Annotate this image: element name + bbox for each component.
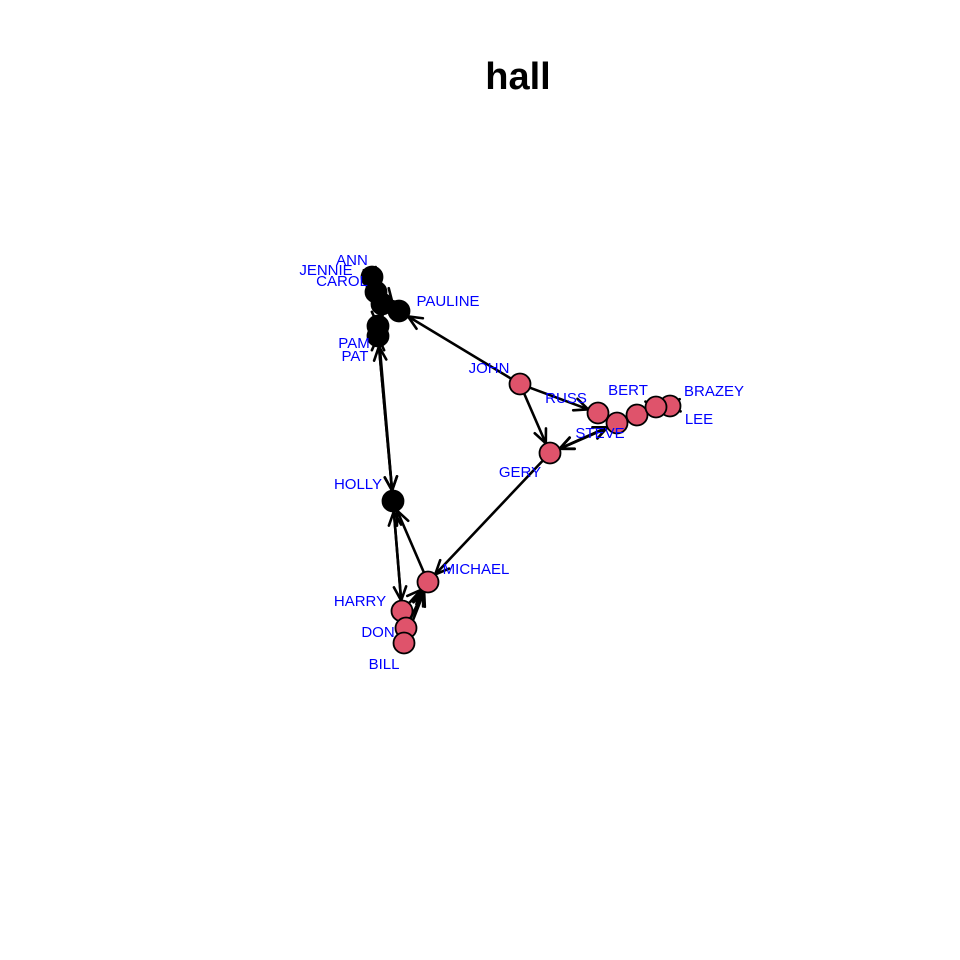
node-lee (644, 395, 668, 419)
node-bill (392, 631, 416, 655)
node-russ (586, 401, 610, 425)
node-label-carol: CAROL (316, 273, 368, 290)
edge-pam-holly (377, 335, 399, 494)
node-bert (625, 403, 649, 427)
node-john (508, 372, 532, 396)
node-label-bert: BERT (608, 382, 648, 399)
node-label-lee: LEE (685, 411, 713, 428)
edge-layer (362, 265, 682, 638)
node-label-jennie: JENNIE (299, 262, 352, 279)
edge-john-gery (522, 392, 548, 447)
node-label-pam: PAM (338, 335, 369, 352)
node-pat (366, 324, 390, 348)
node-label-bill: BILL (369, 656, 400, 673)
node-label-steve: STEVE (575, 425, 624, 442)
node-holly (381, 489, 405, 513)
node-label-pauline: PAULINE (416, 293, 479, 310)
node-michael (416, 570, 440, 594)
node-label-pat: PAT (342, 348, 369, 365)
node-label-brazey: BRAZEY (684, 383, 744, 400)
node-pauline (387, 299, 411, 323)
node-label-gery: GERY (499, 464, 541, 481)
node-layer (360, 265, 682, 655)
node-label-russ: RUSS (545, 390, 587, 407)
edge-michael-holly (395, 507, 426, 574)
node-label-holly: HOLLY (334, 476, 382, 493)
node-label-harry: HARRY (334, 593, 386, 610)
node-label-don: DON (361, 624, 394, 641)
diagram-title: hall (485, 56, 551, 98)
node-gery (538, 441, 562, 465)
node-label-michael: MICHAEL (443, 561, 510, 578)
node-label-ann: ANN (336, 252, 368, 269)
node-steve (605, 411, 629, 435)
node-label-john: JOHN (469, 360, 510, 377)
